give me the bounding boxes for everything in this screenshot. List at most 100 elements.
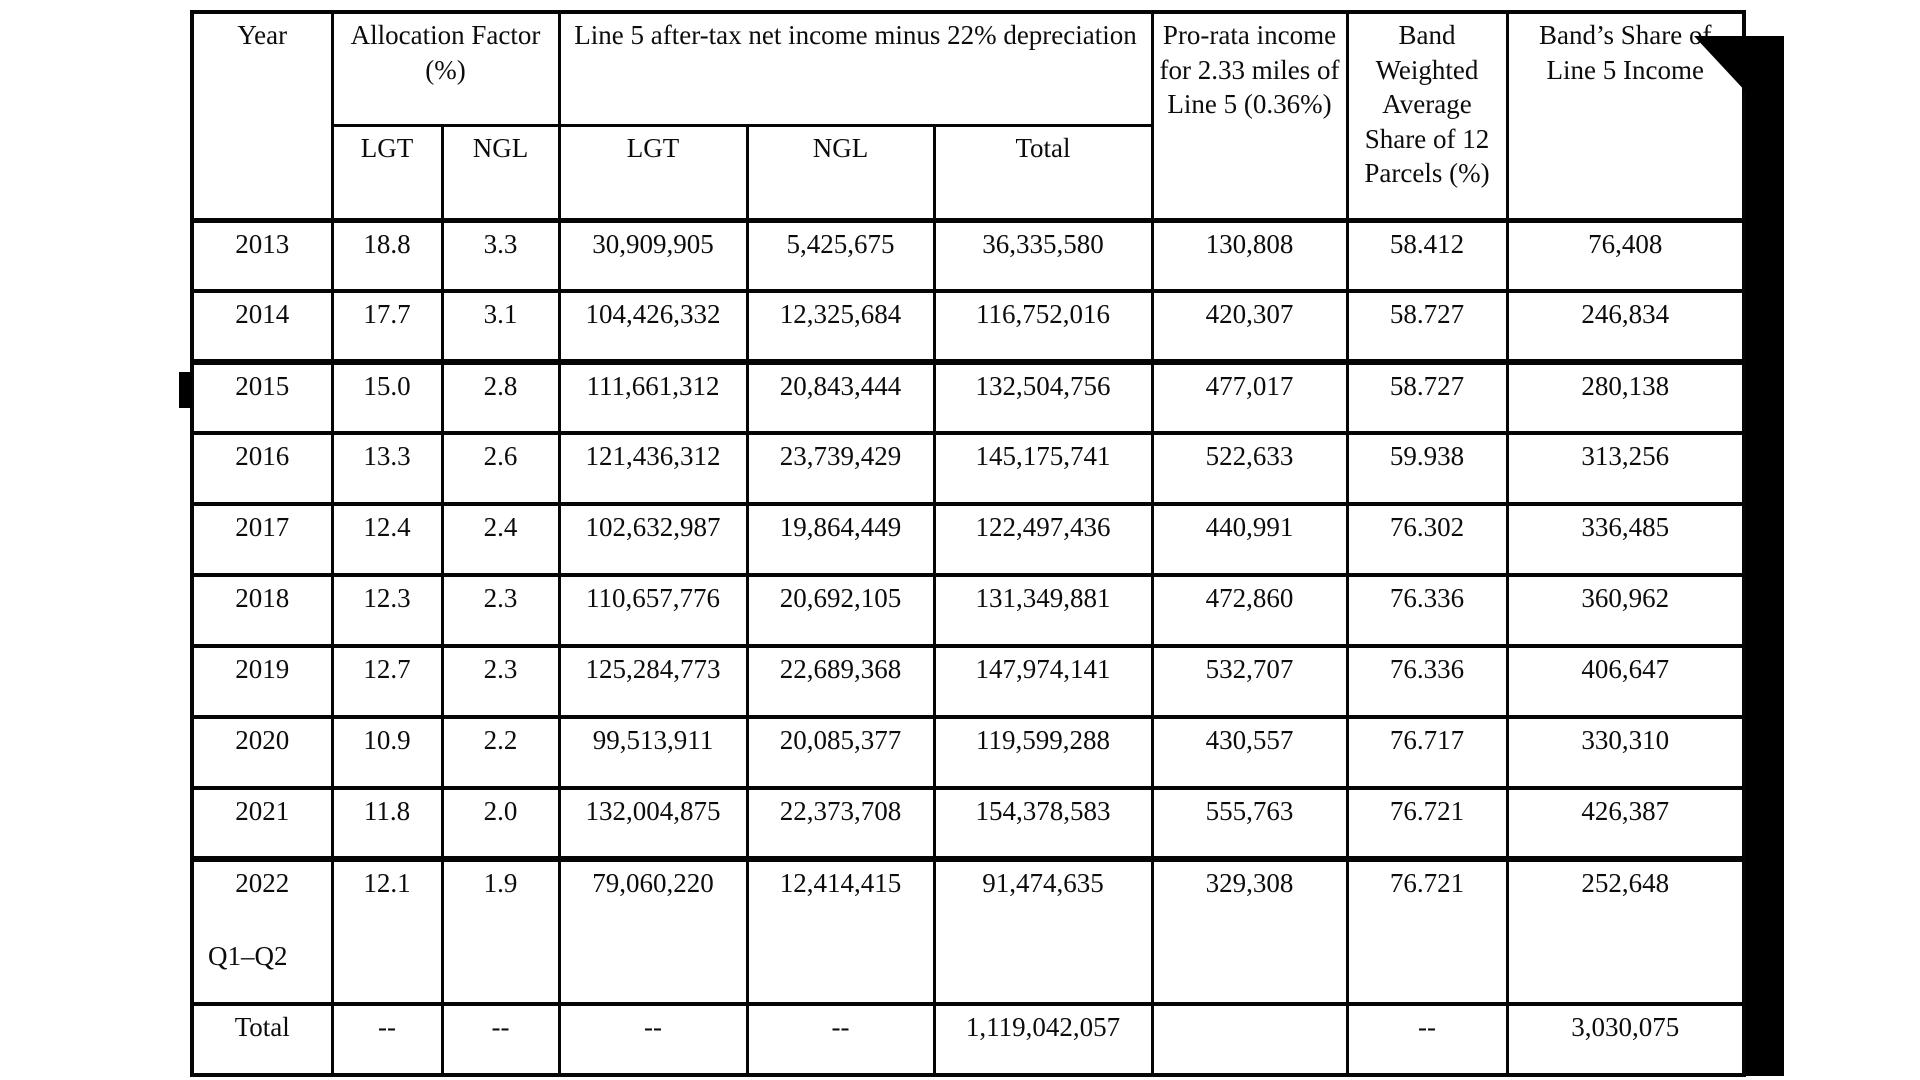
- table-row-2017: 2017 12.4 2.4 102,632,987 19,864,449 122…: [190, 502, 1746, 577]
- band-share-cell: 330,310: [1505, 715, 1746, 790]
- header-pro-rata: Pro-rata income for 2.33 miles of Line 5…: [1150, 10, 1349, 222]
- header-year: Year: [190, 10, 334, 222]
- lgt-allocation-cell: 12.3: [330, 573, 444, 648]
- subheader-ngl-allocation: NGL: [440, 123, 561, 222]
- subheader-lgt-income: LGT: [557, 123, 749, 222]
- band-weighted-cell: 58.727: [1345, 359, 1509, 435]
- pro-rata-cell: 440,991: [1150, 502, 1349, 577]
- band-share-cell: 406,647: [1505, 644, 1746, 719]
- table-row-2020: 2020 10.9 2.2 99,513,911 20,085,377 119,…: [190, 715, 1746, 790]
- ngl-allocation-cell: 2.3: [440, 573, 561, 648]
- table-row-2014: 2014 17.7 3.1 104,426,332 12,325,684 116…: [190, 289, 1746, 364]
- ngl-income-cell: 20,692,105: [745, 573, 936, 648]
- scan-artifact-right-bar: [1746, 36, 1784, 1076]
- total-income-cell: 131,349,881: [932, 573, 1154, 648]
- band-share-cell: 246,834: [1505, 289, 1746, 364]
- subheader-ngl-income: NGL: [745, 123, 936, 222]
- header-line5-income: Line 5 after-tax net income minus 22% de…: [557, 10, 1154, 127]
- pro-rata-cell: 555,763: [1150, 786, 1349, 861]
- pro-rata-cell: 430,557: [1150, 715, 1349, 790]
- band-weighted-cell: 58.727: [1345, 289, 1509, 364]
- year-cell: 2014: [190, 289, 334, 364]
- year-q1-q2-label: Q1–Q2: [208, 940, 288, 971]
- lgt-income-cell: 102,632,987: [557, 502, 749, 577]
- total-income-cell: 132,504,756: [932, 359, 1154, 435]
- ngl-allocation-cell: 2.6: [440, 431, 561, 506]
- lgt-income-total-cell: --: [557, 1002, 749, 1077]
- lgt-income-cell: 125,284,773: [557, 644, 749, 719]
- pro-rata-cell: 420,307: [1150, 289, 1349, 364]
- lgt-income-cell: 99,513,911: [557, 715, 749, 790]
- lgt-allocation-cell: 10.9: [330, 715, 444, 790]
- band-share-cell: 76,408: [1505, 217, 1746, 293]
- table-row-2015: 2015 15.0 2.8 111,661,312 20,843,444 132…: [190, 359, 1746, 435]
- ngl-income-total-cell: --: [745, 1002, 936, 1077]
- band-weighted-cell: 76.717: [1345, 715, 1509, 790]
- pro-rata-cell: 477,017: [1150, 359, 1349, 435]
- lgt-income-cell: 30,909,905: [557, 217, 749, 293]
- year-cell: 2020: [190, 715, 334, 790]
- total-income-cell: 154,378,583: [932, 786, 1154, 861]
- lgt-allocation-cell: 12.7: [330, 644, 444, 719]
- ngl-income-cell: 19,864,449: [745, 502, 936, 577]
- year-cell: 2018: [190, 573, 334, 648]
- band-weighted-total-cell: --: [1345, 1002, 1509, 1077]
- year-cell: 2019: [190, 644, 334, 719]
- band-weighted-cell: 76.302: [1345, 502, 1509, 577]
- lgt-income-cell: 110,657,776: [557, 573, 749, 648]
- year-cell: 2017: [190, 502, 334, 577]
- subheader-total-income: Total: [932, 123, 1154, 222]
- band-share-cell: 313,256: [1505, 431, 1746, 506]
- pro-rata-cell: 522,633: [1150, 431, 1349, 506]
- ngl-allocation-cell: 2.3: [440, 644, 561, 719]
- ngl-income-cell: 20,843,444: [745, 359, 936, 435]
- pro-rata-cell: 532,707: [1150, 644, 1349, 719]
- ngl-income-cell: 22,373,708: [745, 786, 936, 861]
- lgt-allocation-total-cell: --: [330, 1002, 444, 1077]
- year-cell: 2013: [190, 217, 334, 293]
- table-row-total: Total -- -- -- -- 1,119,042,057 -- 3,030…: [190, 1002, 1746, 1077]
- band-weighted-cell: 76.336: [1345, 644, 1509, 719]
- income-allocation-table: Year Allocation Factor (%) Line 5 after-…: [190, 10, 1747, 1077]
- band-share-cell: 252,648: [1505, 856, 1746, 1006]
- ngl-allocation-cell: 2.8: [440, 359, 561, 435]
- year-cell: 2021: [190, 786, 334, 861]
- ngl-allocation-cell: 2.0: [440, 786, 561, 861]
- total-income-total-cell: 1,119,042,057: [932, 1002, 1154, 1077]
- band-weighted-cell: 76.721: [1345, 856, 1509, 1006]
- total-label-cell: Total: [190, 1002, 334, 1077]
- band-weighted-cell: 76.721: [1345, 786, 1509, 861]
- ngl-income-cell: 23,739,429: [745, 431, 936, 506]
- pro-rata-total-cell: [1150, 1002, 1349, 1077]
- lgt-income-cell: 121,436,312: [557, 431, 749, 506]
- table-row-2018: 2018 12.3 2.3 110,657,776 20,692,105 131…: [190, 573, 1746, 648]
- band-share-cell: 336,485: [1505, 502, 1746, 577]
- ngl-income-cell: 22,689,368: [745, 644, 936, 719]
- year-cell: 2016: [190, 431, 334, 506]
- lgt-allocation-cell: 13.3: [330, 431, 444, 506]
- table-row-2013: 2013 18.8 3.3 30,909,905 5,425,675 36,33…: [190, 217, 1746, 293]
- lgt-income-cell: 104,426,332: [557, 289, 749, 364]
- ngl-allocation-cell: 2.2: [440, 715, 561, 790]
- lgt-income-cell: 132,004,875: [557, 786, 749, 861]
- scan-artifact-left-tick: [179, 372, 192, 408]
- subheader-lgt-allocation: LGT: [330, 123, 444, 222]
- year-2022-label: 2022: [235, 868, 290, 898]
- total-income-cell: 147,974,141: [932, 644, 1154, 719]
- ngl-allocation-total-cell: --: [440, 1002, 561, 1077]
- lgt-allocation-cell: 15.0: [330, 359, 444, 435]
- total-income-cell: 119,599,288: [932, 715, 1154, 790]
- lgt-income-cell: 79,060,220: [557, 856, 749, 1006]
- total-income-cell: 145,175,741: [932, 431, 1154, 506]
- lgt-allocation-cell: 11.8: [330, 786, 444, 861]
- header-allocation-factor: Allocation Factor (%): [330, 10, 561, 127]
- table-row-2016: 2016 13.3 2.6 121,436,312 23,739,429 145…: [190, 431, 1746, 506]
- band-weighted-cell: 58.412: [1345, 217, 1509, 293]
- band-weighted-cell: 76.336: [1345, 573, 1509, 648]
- ngl-income-cell: 20,085,377: [745, 715, 936, 790]
- ngl-allocation-cell: 3.3: [440, 217, 561, 293]
- ngl-allocation-cell: 3.1: [440, 289, 561, 364]
- lgt-allocation-cell: 12.1: [330, 856, 444, 1006]
- lgt-allocation-cell: 17.7: [330, 289, 444, 364]
